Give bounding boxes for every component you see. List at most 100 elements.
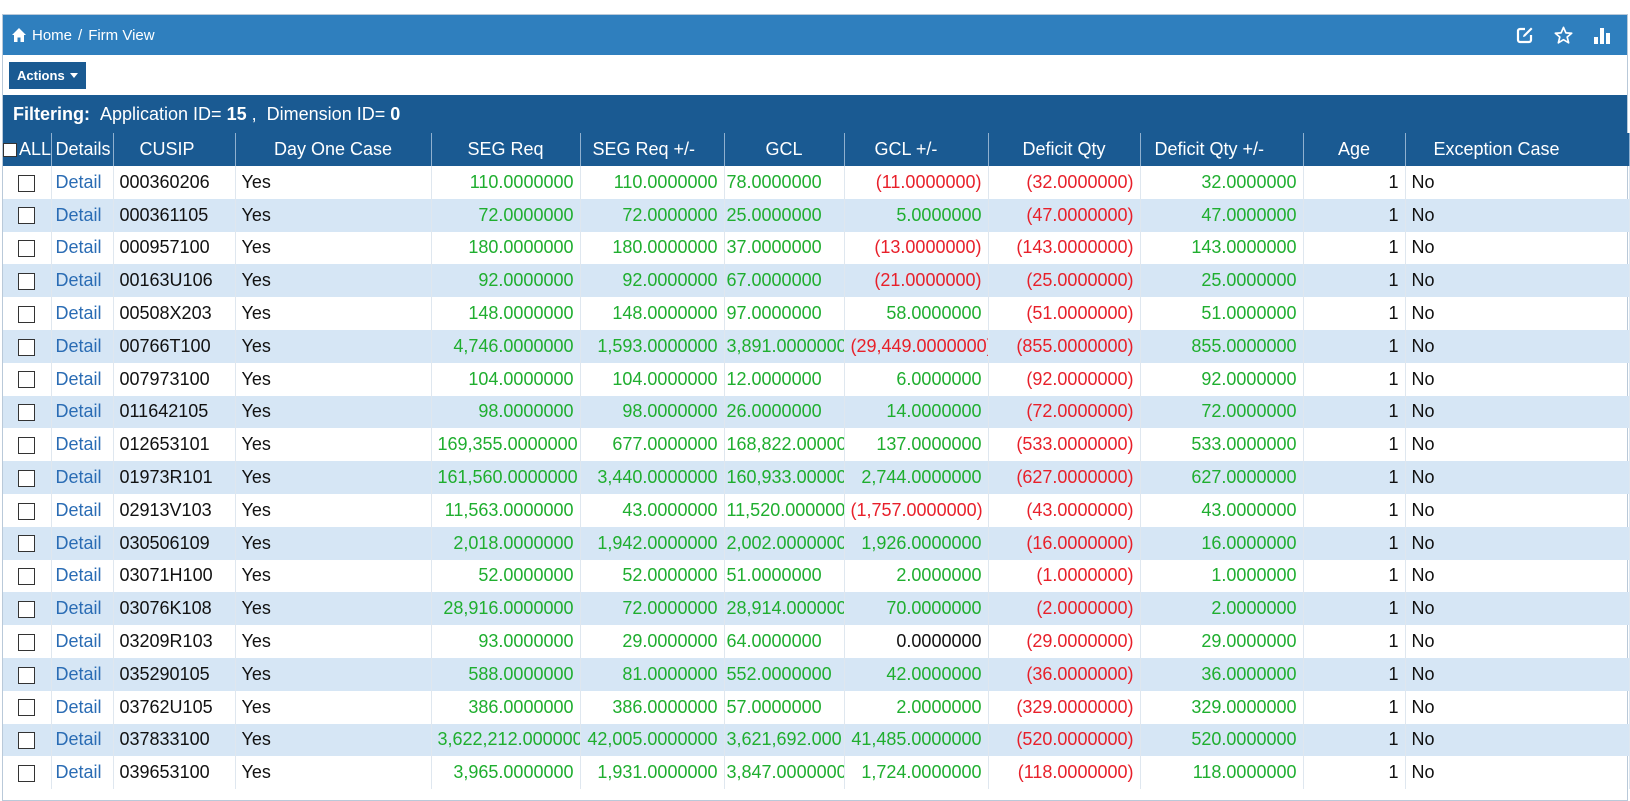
row-checkbox[interactable] — [18, 240, 36, 258]
deficit-qty-pm-cell: 627.0000000 — [1140, 461, 1304, 494]
exception-case-cell: No — [1405, 395, 1630, 429]
edit-icon[interactable] — [1516, 26, 1534, 44]
detail-link[interactable]: Detail — [55, 303, 102, 324]
day-one-case-cell: Yes — [235, 231, 432, 265]
cusip-cell: 00508X203 — [113, 297, 236, 330]
row-checkbox[interactable] — [18, 732, 36, 750]
detail-link[interactable]: Detail — [55, 434, 102, 455]
home-icon[interactable] — [11, 27, 27, 43]
col-gcl-pm[interactable]: GCL +/- — [844, 133, 989, 166]
gcl-cell: 3,621,692.000 — [724, 723, 845, 757]
deficit-qty-cell: (43.0000000) — [988, 493, 1141, 527]
row-checkbox[interactable] — [18, 764, 36, 782]
seg-req-pm-cell: 1,931.0000000 — [580, 756, 725, 790]
detail-link[interactable]: Detail — [55, 565, 102, 586]
row-checkbox[interactable] — [18, 305, 36, 323]
row-checkbox[interactable] — [18, 437, 36, 455]
col-deficit-qty[interactable]: Deficit Qty — [988, 133, 1141, 166]
detail-link[interactable]: Detail — [55, 171, 102, 192]
row-checkbox[interactable] — [18, 338, 36, 356]
seg-req-cell: 386.0000000 — [431, 690, 581, 724]
day-one-case-cell: Yes — [235, 625, 432, 658]
detail-cell: Detail — [51, 657, 114, 691]
seg-req-pm-cell: 1,593.0000000 — [580, 329, 725, 363]
detail-link[interactable]: Detail — [55, 335, 102, 356]
seg-req-cell: 98.0000000 — [431, 395, 581, 429]
row-checkbox[interactable] — [18, 699, 36, 717]
age-cell: 1 — [1303, 756, 1406, 790]
row-select-cell — [3, 231, 52, 265]
detail-link[interactable]: Detail — [55, 631, 102, 652]
col-gcl[interactable]: GCL — [724, 133, 845, 166]
detail-link[interactable]: Detail — [55, 368, 102, 389]
actions-dropdown-button[interactable]: Actions — [9, 61, 86, 89]
select-all-header[interactable]: ALL — [3, 133, 52, 166]
detail-link[interactable]: Detail — [55, 598, 102, 619]
detail-link[interactable]: Detail — [55, 762, 102, 783]
star-icon[interactable] — [1554, 26, 1573, 45]
col-details[interactable]: Details — [51, 133, 114, 166]
exception-case-cell: No — [1405, 625, 1630, 658]
detail-link[interactable]: Detail — [55, 401, 102, 422]
col-exception-case[interactable]: Exception Case — [1405, 133, 1630, 166]
col-deficit-qty-pm[interactable]: Deficit Qty +/- — [1140, 133, 1304, 166]
select-all-checkbox[interactable] — [3, 143, 17, 158]
age-cell: 1 — [1303, 493, 1406, 527]
detail-cell: Detail — [51, 461, 114, 494]
seg-req-pm-cell: 52.0000000 — [580, 559, 725, 593]
seg-req-cell: 104.0000000 — [431, 362, 581, 396]
row-checkbox[interactable] — [18, 174, 36, 192]
detail-link[interactable]: Detail — [55, 663, 102, 684]
row-checkbox[interactable] — [18, 207, 36, 225]
detail-link[interactable]: Detail — [55, 270, 102, 291]
col-day-one-case[interactable]: Day One Case — [235, 133, 432, 166]
deficit-qty-pm-cell: 2.0000000 — [1140, 592, 1304, 626]
bar-chart-icon[interactable] — [1593, 26, 1613, 44]
day-one-case-cell: Yes — [235, 690, 432, 724]
deficit-qty-cell: (1.0000000) — [988, 559, 1141, 593]
col-cusip[interactable]: CUSIP — [113, 133, 236, 166]
detail-link[interactable]: Detail — [55, 237, 102, 258]
gcl-pm-cell: (29,449.0000000) — [844, 329, 989, 363]
gcl-pm-cell: (11.0000000) — [844, 166, 989, 199]
col-seg-req-pm[interactable]: SEG Req +/- — [580, 133, 725, 166]
filter-app-text: Application ID= — [100, 103, 222, 124]
row-checkbox[interactable] — [18, 371, 36, 389]
table-row: Detail 037833100 Yes 3,622,212.0000000 42,00… — [3, 723, 1630, 757]
gcl-pm-cell: 58.0000000 — [844, 297, 989, 330]
row-checkbox[interactable] — [18, 666, 36, 684]
seg-req-cell: 110.0000000 — [431, 166, 581, 199]
detail-link[interactable]: Detail — [55, 532, 102, 553]
detail-link[interactable]: Detail — [55, 729, 102, 750]
row-checkbox[interactable] — [18, 633, 36, 651]
deficit-qty-cell: (47.0000000) — [988, 198, 1141, 232]
filter-dim-value: 0 — [390, 103, 401, 124]
row-checkbox[interactable] — [18, 535, 36, 553]
detail-link[interactable]: Detail — [55, 499, 102, 520]
col-seg-req[interactable]: SEG Req — [431, 133, 581, 166]
cusip-cell: 02913V103 — [113, 493, 236, 527]
age-cell: 1 — [1303, 166, 1406, 199]
seg-req-pm-cell: 72.0000000 — [580, 198, 725, 232]
row-select-cell — [3, 526, 52, 560]
gcl-pm-cell: 1,926.0000000 — [844, 526, 989, 560]
deficit-qty-pm-cell: 118.0000000 — [1140, 756, 1304, 790]
breadcrumb-home-link[interactable]: Home — [32, 26, 73, 44]
age-cell: 1 — [1303, 625, 1406, 658]
detail-link[interactable]: Detail — [55, 696, 102, 717]
cusip-cell: 012653101 — [113, 428, 236, 462]
detail-link[interactable]: Detail — [55, 204, 102, 225]
row-checkbox[interactable] — [18, 502, 36, 520]
cusip-cell: 00766T100 — [113, 329, 236, 363]
row-checkbox[interactable] — [18, 404, 36, 422]
seg-req-cell: 169,355.0000000 — [431, 428, 581, 462]
col-age[interactable]: Age — [1303, 133, 1406, 166]
caret-down-icon — [69, 72, 78, 78]
detail-link[interactable]: Detail — [55, 467, 102, 488]
row-checkbox[interactable] — [18, 568, 36, 586]
row-checkbox[interactable] — [18, 273, 36, 291]
table-row: Detail 03071H100 Yes 52.0000000 52.0000000 51… — [3, 559, 1630, 593]
row-checkbox[interactable] — [18, 469, 36, 487]
cusip-cell: 03762U105 — [113, 690, 236, 724]
row-checkbox[interactable] — [18, 601, 36, 618]
